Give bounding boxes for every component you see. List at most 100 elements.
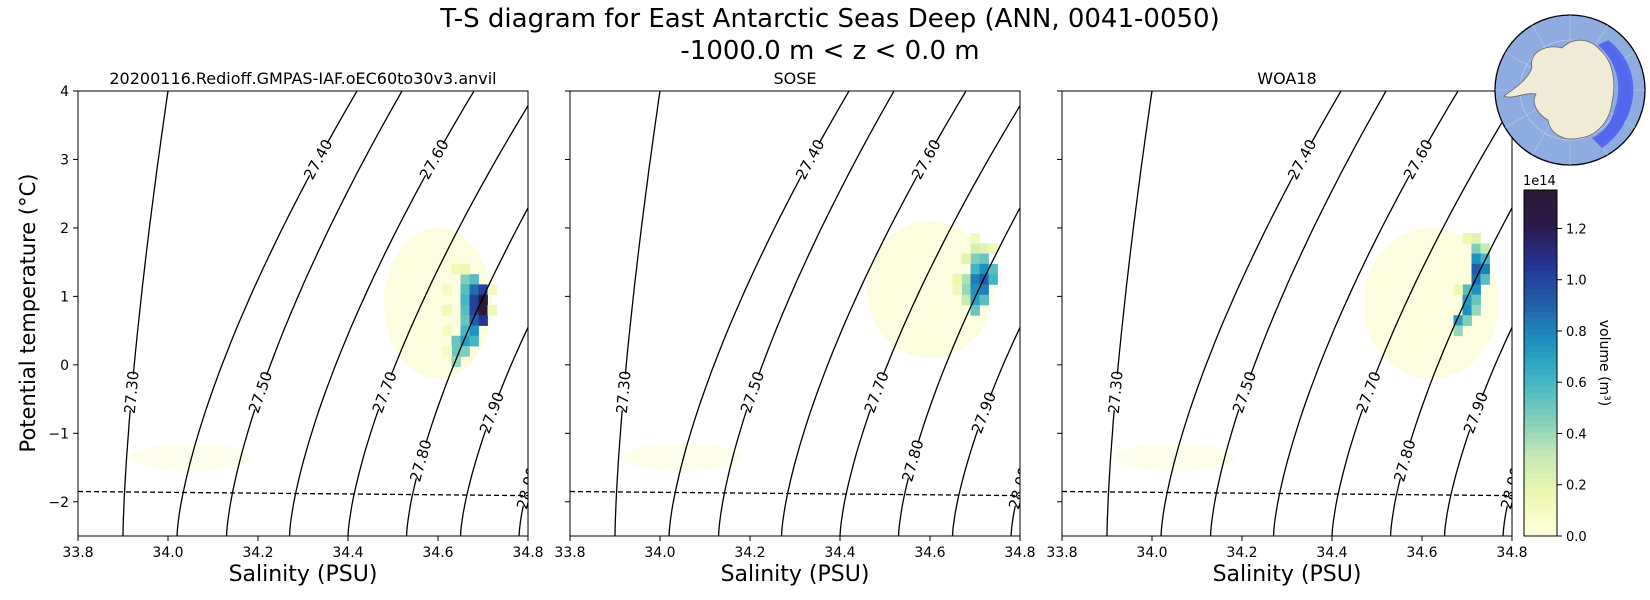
volume-cell bbox=[460, 263, 470, 275]
colorbar-segment bbox=[1524, 322, 1557, 329]
volume-cell bbox=[1462, 233, 1472, 244]
volume-cell bbox=[469, 315, 479, 326]
volume-background-shelf bbox=[1114, 443, 1235, 472]
colorbar-segment bbox=[1524, 270, 1557, 277]
x-tick-label: 34.2 bbox=[1226, 545, 1257, 561]
density-contour bbox=[122, 91, 169, 536]
panel-title: WOA18 bbox=[1257, 69, 1316, 88]
volume-cell bbox=[460, 335, 470, 347]
contour-label: 27.00 bbox=[518, 136, 550, 183]
volume-cell bbox=[970, 274, 980, 285]
colorbar-segment bbox=[1524, 507, 1557, 514]
contour-label: 27.60 bbox=[1400, 136, 1437, 182]
volume-cell bbox=[1471, 284, 1481, 296]
density-contour bbox=[839, 104, 1020, 536]
volume-cell bbox=[970, 304, 980, 316]
contour-label-bg bbox=[1401, 139, 1435, 180]
volume-cell bbox=[988, 243, 998, 254]
colorbar-segment bbox=[1524, 253, 1557, 260]
colorbar-segment bbox=[1524, 391, 1557, 399]
volume-cell bbox=[970, 253, 980, 265]
contour-label: 27.60 bbox=[908, 136, 945, 182]
contour-label: 28.00 bbox=[513, 465, 542, 511]
axes-frame bbox=[1061, 90, 1513, 537]
volume-cell bbox=[979, 253, 989, 265]
region-highlight bbox=[1594, 41, 1632, 148]
contour-label-bg bbox=[1011, 139, 1041, 179]
contour-label-bg bbox=[861, 372, 892, 413]
freezing-line bbox=[78, 490, 528, 497]
volume-background bbox=[1363, 227, 1499, 379]
volume-cell bbox=[487, 304, 497, 316]
x-tick-label: 34.0 bbox=[1136, 545, 1167, 561]
volume-cell bbox=[469, 274, 479, 285]
colorbar-segment bbox=[1524, 363, 1557, 370]
volume-cell bbox=[478, 284, 488, 296]
colorbar-segment bbox=[1524, 247, 1557, 254]
volume-cell bbox=[952, 274, 962, 285]
volume-cell bbox=[478, 315, 488, 326]
volume-cell bbox=[451, 263, 461, 275]
volume-background-shelf bbox=[130, 443, 251, 472]
volume-cell bbox=[451, 356, 461, 367]
contour-label: 27.70 bbox=[861, 369, 893, 416]
colorbar-segment bbox=[1524, 288, 1557, 295]
colorbar-segment bbox=[1524, 305, 1557, 312]
x-tick-label: 34.4 bbox=[1316, 545, 1347, 561]
contour-label: 27.90 bbox=[968, 389, 1000, 436]
colorbar-segment bbox=[1524, 236, 1557, 243]
colorbar-tick-label: 0.8 bbox=[1566, 325, 1587, 340]
volume-cell bbox=[1471, 304, 1481, 316]
contour-label-bg bbox=[1353, 372, 1384, 413]
density-contour bbox=[225, 91, 403, 536]
panels: 27.0027.1027.2027.3027.4027.5027.6027.70… bbox=[27, 69, 1527, 587]
colorbar-segment bbox=[1524, 501, 1557, 508]
volume-cell bbox=[970, 284, 980, 296]
colorbar-segment bbox=[1524, 339, 1557, 347]
antarctica-landmass bbox=[1503, 39, 1615, 140]
colorbar-tick-label: 0.6 bbox=[1566, 376, 1587, 391]
colorbar-segment bbox=[1524, 495, 1557, 502]
panel-title: 20200116.Redioff.GMPAS-IAF.oEC60to30v3.a… bbox=[109, 69, 496, 88]
volume-cell bbox=[1462, 284, 1472, 296]
colorbar-segment bbox=[1524, 518, 1557, 525]
contour-label-bg bbox=[407, 440, 435, 481]
colorbar-segment bbox=[1524, 397, 1557, 404]
contour-label: 27.00 bbox=[1010, 136, 1042, 183]
colorbar-segment bbox=[1524, 374, 1557, 381]
contour-label: 27.80 bbox=[898, 438, 927, 484]
colorbar-segment bbox=[1524, 190, 1557, 197]
volume-cell bbox=[1462, 315, 1472, 326]
colorbar-label: volume (m³) bbox=[1596, 320, 1612, 407]
inset-map bbox=[1494, 14, 1646, 166]
colorbar-segment bbox=[1524, 443, 1557, 450]
x-tick-label: 34.6 bbox=[914, 545, 945, 561]
volume-cell bbox=[460, 294, 470, 306]
x-tick-label: 34.4 bbox=[824, 545, 855, 561]
volume-cell bbox=[1471, 294, 1481, 306]
volume-cell bbox=[970, 294, 980, 306]
colorbar-segment bbox=[1524, 409, 1557, 416]
volume-cell bbox=[1480, 263, 1490, 275]
volume-cell bbox=[988, 263, 998, 275]
colorbar-segment bbox=[1524, 420, 1557, 427]
contour-label: 27.40 bbox=[792, 136, 828, 182]
volume-cell bbox=[460, 315, 470, 326]
colorbar-tick-label: 0.4 bbox=[1566, 427, 1587, 442]
contour-label-bg bbox=[27, 139, 57, 179]
contour-label: 27.90 bbox=[1460, 389, 1492, 436]
colorbar-tick-label: 1.0 bbox=[1566, 274, 1587, 289]
colorbar-segment bbox=[1524, 345, 1557, 352]
colorbar-segment bbox=[1524, 530, 1557, 537]
volume-cell bbox=[961, 253, 971, 265]
volume-cell bbox=[979, 284, 989, 296]
contour-label-bg bbox=[738, 372, 768, 413]
colorbar-offset: 1e14 bbox=[1523, 174, 1556, 189]
volume-cell bbox=[442, 346, 452, 357]
volume-cell bbox=[469, 304, 479, 316]
contour-label: 27.40 bbox=[300, 136, 336, 182]
density-contour bbox=[1443, 325, 1512, 536]
colorbar-segment bbox=[1524, 201, 1557, 208]
